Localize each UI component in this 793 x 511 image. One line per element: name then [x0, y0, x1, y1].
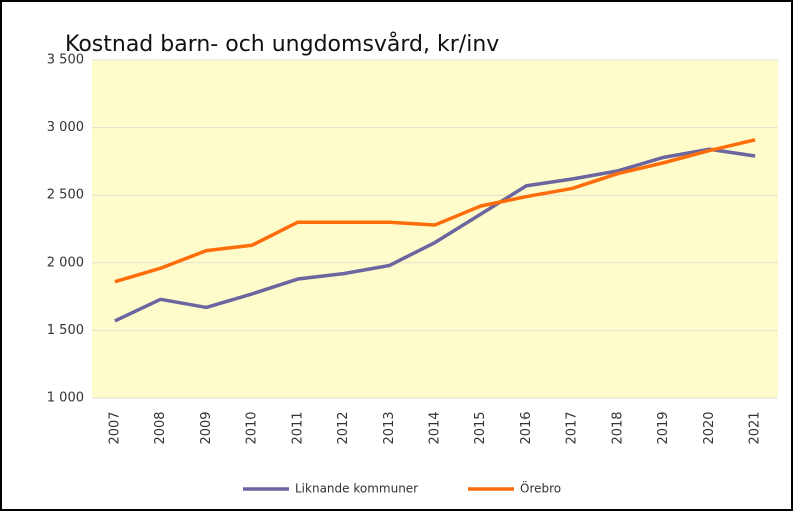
- x-tick-label: 2018: [610, 411, 625, 444]
- legend-label: Liknande kommuner: [295, 482, 418, 496]
- x-tick-label: 2019: [656, 411, 671, 444]
- y-tick-label: 2 500: [47, 188, 84, 203]
- x-tick-label: 2009: [199, 411, 214, 444]
- x-tick-label: 2010: [245, 411, 260, 444]
- x-tick-label: 2014: [428, 411, 443, 444]
- x-tick-label: 2008: [153, 411, 168, 444]
- x-tick-label: 2017: [565, 411, 580, 444]
- x-tick-label: 2012: [336, 411, 351, 444]
- y-tick-label: 2 000: [47, 255, 84, 270]
- y-tick-label: 3 000: [47, 120, 84, 135]
- y-tick-label: 1 000: [47, 391, 84, 406]
- x-tick-label: 2021: [748, 411, 763, 444]
- x-tick-label: 2011: [290, 411, 305, 444]
- series-line: [114, 147, 756, 323]
- x-tick-label: 2007: [107, 411, 122, 444]
- series-line: [114, 138, 756, 284]
- legend-label: Örebro: [520, 480, 561, 496]
- x-tick-label: 2013: [382, 411, 397, 444]
- y-tick-label: 1 500: [47, 323, 84, 338]
- chart-title: Kostnad barn- och ungdomsvård, kr/inv: [65, 31, 499, 57]
- x-tick-label: 2016: [519, 411, 534, 444]
- plot-area: [92, 60, 778, 398]
- x-tick-label: 2015: [473, 411, 488, 444]
- x-tick-label: 2020: [702, 411, 717, 444]
- y-tick-label: 3 500: [47, 53, 84, 68]
